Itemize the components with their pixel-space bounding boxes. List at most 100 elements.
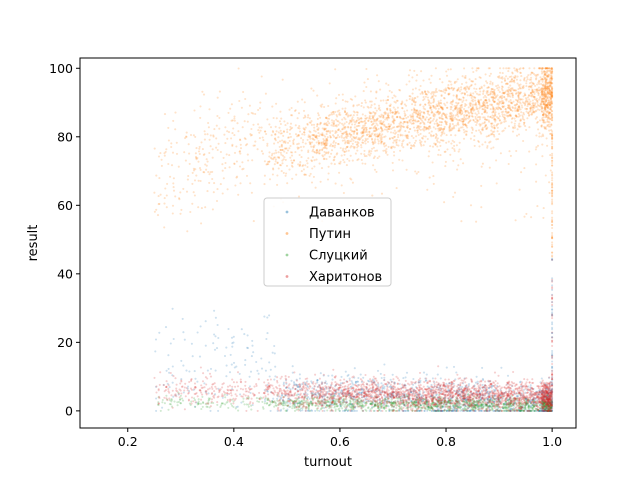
data-point bbox=[428, 386, 431, 389]
data-point bbox=[480, 409, 484, 412]
data-point bbox=[285, 151, 288, 155]
data-point bbox=[340, 184, 343, 187]
data-point bbox=[417, 381, 420, 384]
data-point bbox=[383, 363, 386, 366]
data-point bbox=[454, 134, 457, 137]
data-point bbox=[491, 405, 494, 408]
data-point bbox=[289, 402, 292, 405]
data-point bbox=[462, 137, 466, 140]
data-point bbox=[460, 117, 463, 121]
data-point bbox=[234, 407, 237, 410]
data-point bbox=[425, 373, 428, 376]
data-point bbox=[388, 89, 391, 92]
data-point bbox=[395, 394, 398, 397]
data-point bbox=[508, 388, 511, 391]
data-point bbox=[324, 380, 327, 383]
data-point bbox=[208, 173, 211, 176]
data-point bbox=[194, 405, 197, 408]
data-point bbox=[459, 409, 462, 412]
data-point bbox=[355, 136, 358, 139]
data-point bbox=[481, 383, 484, 386]
data-point bbox=[368, 115, 371, 118]
data-point bbox=[250, 355, 253, 358]
data-point bbox=[484, 124, 487, 127]
data-point bbox=[214, 335, 217, 338]
data-point bbox=[194, 168, 197, 171]
data-point bbox=[346, 409, 349, 412]
data-point bbox=[411, 103, 414, 106]
data-point bbox=[200, 141, 203, 144]
data-point bbox=[309, 172, 312, 175]
data-point bbox=[280, 408, 283, 411]
data-point bbox=[227, 406, 230, 409]
data-point bbox=[236, 405, 239, 408]
data-point bbox=[299, 402, 302, 405]
data-point bbox=[276, 183, 279, 186]
data-point bbox=[248, 375, 251, 378]
data-point bbox=[334, 391, 337, 394]
data-point bbox=[333, 163, 336, 166]
data-point bbox=[289, 135, 292, 138]
data-point bbox=[497, 398, 500, 401]
data-point bbox=[303, 101, 306, 104]
data-point bbox=[299, 145, 303, 149]
data-point bbox=[455, 391, 458, 394]
data-point bbox=[427, 406, 430, 409]
data-point bbox=[323, 409, 326, 412]
data-point bbox=[353, 367, 356, 370]
data-point bbox=[386, 130, 389, 133]
data-point bbox=[383, 128, 387, 131]
data-point bbox=[445, 401, 448, 404]
data-point bbox=[296, 117, 299, 120]
data-point bbox=[198, 145, 201, 148]
data-point bbox=[525, 409, 528, 412]
data-point bbox=[393, 382, 396, 385]
data-point bbox=[181, 397, 184, 400]
data-point bbox=[492, 400, 496, 403]
data-point bbox=[170, 164, 174, 167]
data-point bbox=[163, 402, 166, 405]
data-point bbox=[517, 409, 520, 412]
data-point bbox=[432, 396, 435, 399]
data-point bbox=[279, 164, 282, 167]
data-point bbox=[498, 133, 501, 136]
data-point bbox=[172, 189, 176, 192]
data-point bbox=[541, 67, 544, 70]
data-point bbox=[297, 385, 300, 388]
data-point bbox=[490, 125, 493, 128]
data-point bbox=[532, 387, 535, 390]
data-point bbox=[198, 147, 201, 150]
data-point bbox=[323, 105, 326, 109]
data-point bbox=[344, 100, 347, 103]
data-point bbox=[547, 388, 551, 391]
data-point bbox=[219, 183, 222, 186]
data-point bbox=[303, 381, 306, 384]
data-point bbox=[309, 400, 312, 403]
data-point bbox=[396, 116, 399, 119]
data-point bbox=[529, 386, 532, 389]
data-point bbox=[462, 397, 465, 400]
data-point bbox=[271, 399, 274, 402]
data-point bbox=[458, 394, 462, 397]
data-point bbox=[414, 406, 417, 409]
data-point bbox=[427, 155, 430, 158]
data-point bbox=[276, 161, 279, 164]
data-point bbox=[432, 386, 435, 389]
data-point bbox=[350, 380, 353, 383]
data-point bbox=[462, 96, 465, 99]
data-point bbox=[174, 394, 177, 397]
data-point bbox=[537, 86, 540, 89]
data-point bbox=[488, 399, 491, 403]
data-point bbox=[342, 191, 345, 195]
data-point bbox=[290, 379, 293, 382]
data-point bbox=[239, 147, 243, 150]
data-point bbox=[277, 131, 280, 134]
data-point bbox=[193, 370, 196, 373]
data-point bbox=[208, 181, 211, 184]
data-point bbox=[462, 128, 465, 131]
data-point bbox=[507, 100, 511, 103]
data-point bbox=[415, 396, 418, 399]
data-point bbox=[461, 390, 464, 393]
data-point bbox=[289, 388, 292, 391]
